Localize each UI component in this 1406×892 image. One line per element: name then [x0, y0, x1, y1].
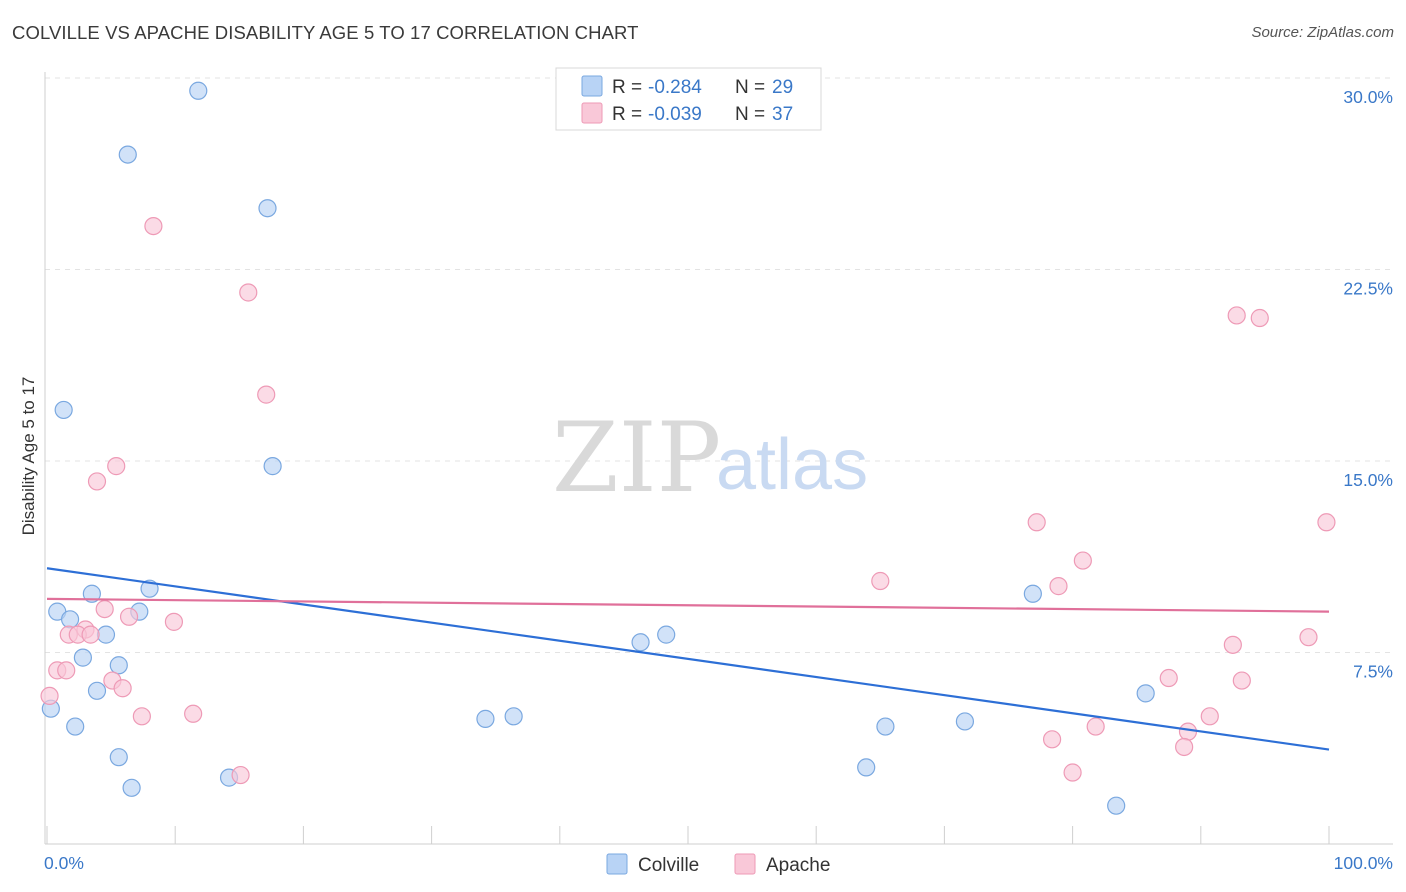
colville-point	[955, 712, 975, 731]
colville-point	[118, 145, 137, 164]
colville-r-value: -0.284	[648, 77, 702, 98]
colville-n-value: 29	[772, 77, 793, 98]
colville-point	[189, 81, 208, 100]
apache-point	[1042, 730, 1062, 749]
colville-point	[263, 457, 282, 476]
y-tick-label: 7.5%	[1353, 662, 1393, 682]
data-points	[40, 81, 1336, 815]
colville-point	[87, 681, 107, 700]
stats-legend: R = -0.284 N = 29 R = -0.039 N = 37	[555, 67, 822, 131]
x-tick-label-max: 100.0%	[1334, 853, 1393, 873]
watermark-zip: ZIP	[552, 402, 721, 514]
apache-point	[107, 457, 126, 476]
colville-point	[82, 584, 101, 603]
apache-point	[1232, 671, 1251, 690]
colville-trend-line	[46, 567, 1330, 751]
colville-point	[66, 717, 85, 736]
apache-swatch	[581, 102, 603, 124]
legend-apache-swatch	[734, 853, 756, 875]
colville-point	[122, 778, 141, 797]
apache-point	[1159, 668, 1178, 688]
apache-point	[1049, 577, 1068, 596]
trend-lines	[46, 567, 1330, 751]
apache-point	[132, 707, 151, 726]
colville-n-label: N =	[735, 77, 765, 98]
apache-n-value: 37	[772, 104, 793, 125]
apache-point	[1317, 513, 1336, 532]
colville-point	[657, 625, 676, 644]
apache-point	[1063, 763, 1082, 782]
y-tick-label: 30.0%	[1343, 87, 1393, 107]
apache-r-value: -0.039	[648, 104, 702, 125]
apache-point	[119, 607, 139, 626]
apache-point	[1178, 722, 1198, 741]
colville-point	[504, 707, 523, 726]
apache-point	[40, 686, 59, 706]
apache-trend-line	[46, 597, 1330, 613]
apache-point	[113, 679, 132, 698]
colville-r-label: R =	[612, 77, 642, 98]
watermark-atlas: atlas	[716, 425, 868, 505]
y-tick-label: 15.0%	[1343, 470, 1393, 490]
colville-point	[857, 758, 876, 777]
apache-point	[239, 283, 258, 302]
apache-point	[1027, 513, 1046, 532]
legend-colville-swatch	[606, 853, 628, 875]
colville-point	[109, 656, 128, 675]
gridlines	[45, 77, 1393, 653]
apache-point	[164, 612, 184, 631]
apache-point	[1073, 551, 1092, 570]
colville-point	[476, 709, 495, 728]
apache-point	[184, 704, 203, 723]
apache-point	[81, 625, 100, 644]
legend-colville-label: Colville	[638, 855, 699, 876]
apache-point	[144, 216, 163, 236]
apache-point	[57, 661, 76, 680]
y-axis-title: Disability Age 5 to 17	[19, 377, 38, 536]
colville-point	[631, 633, 650, 652]
colville-point	[1107, 796, 1126, 815]
apache-point	[231, 765, 250, 785]
apache-point	[1086, 717, 1105, 736]
apache-point	[1200, 707, 1219, 726]
watermark: ZIP atlas	[552, 402, 868, 514]
colville-point	[60, 610, 80, 629]
chart-title: COLVILLE VS APACHE DISABILITY AGE 5 TO 1…	[12, 22, 639, 43]
apache-point	[1299, 628, 1318, 647]
colville-point	[54, 400, 73, 420]
x-tick-label-min: 0.0%	[44, 853, 84, 873]
colville-point	[96, 625, 116, 644]
apache-point	[1223, 635, 1242, 654]
colville-point	[1023, 584, 1042, 603]
apache-point	[257, 385, 276, 404]
x-ticks	[46, 826, 1330, 844]
apache-r-label: R =	[612, 104, 642, 125]
legend-apache-label: Apache	[766, 855, 830, 876]
colville-point	[876, 717, 895, 736]
apache-point	[95, 599, 114, 619]
y-tick-label: 22.5%	[1343, 279, 1393, 299]
colville-point	[73, 648, 92, 667]
apache-point	[1250, 308, 1269, 328]
apache-point	[87, 472, 107, 491]
colville-swatch	[581, 75, 603, 97]
colville-point	[258, 199, 277, 218]
series-legend: Colville Apache	[606, 853, 830, 876]
y-tick-labels: 7.5% 15.0% 22.5% 30.0%	[1343, 87, 1393, 682]
apache-n-label: N =	[735, 104, 765, 125]
apache-point	[871, 571, 890, 591]
apache-point	[1175, 737, 1194, 757]
apache-point	[1227, 306, 1246, 325]
colville-point	[1136, 684, 1155, 703]
source-credit: Source: ZipAtlas.com	[1251, 24, 1394, 41]
colville-point	[109, 748, 128, 767]
